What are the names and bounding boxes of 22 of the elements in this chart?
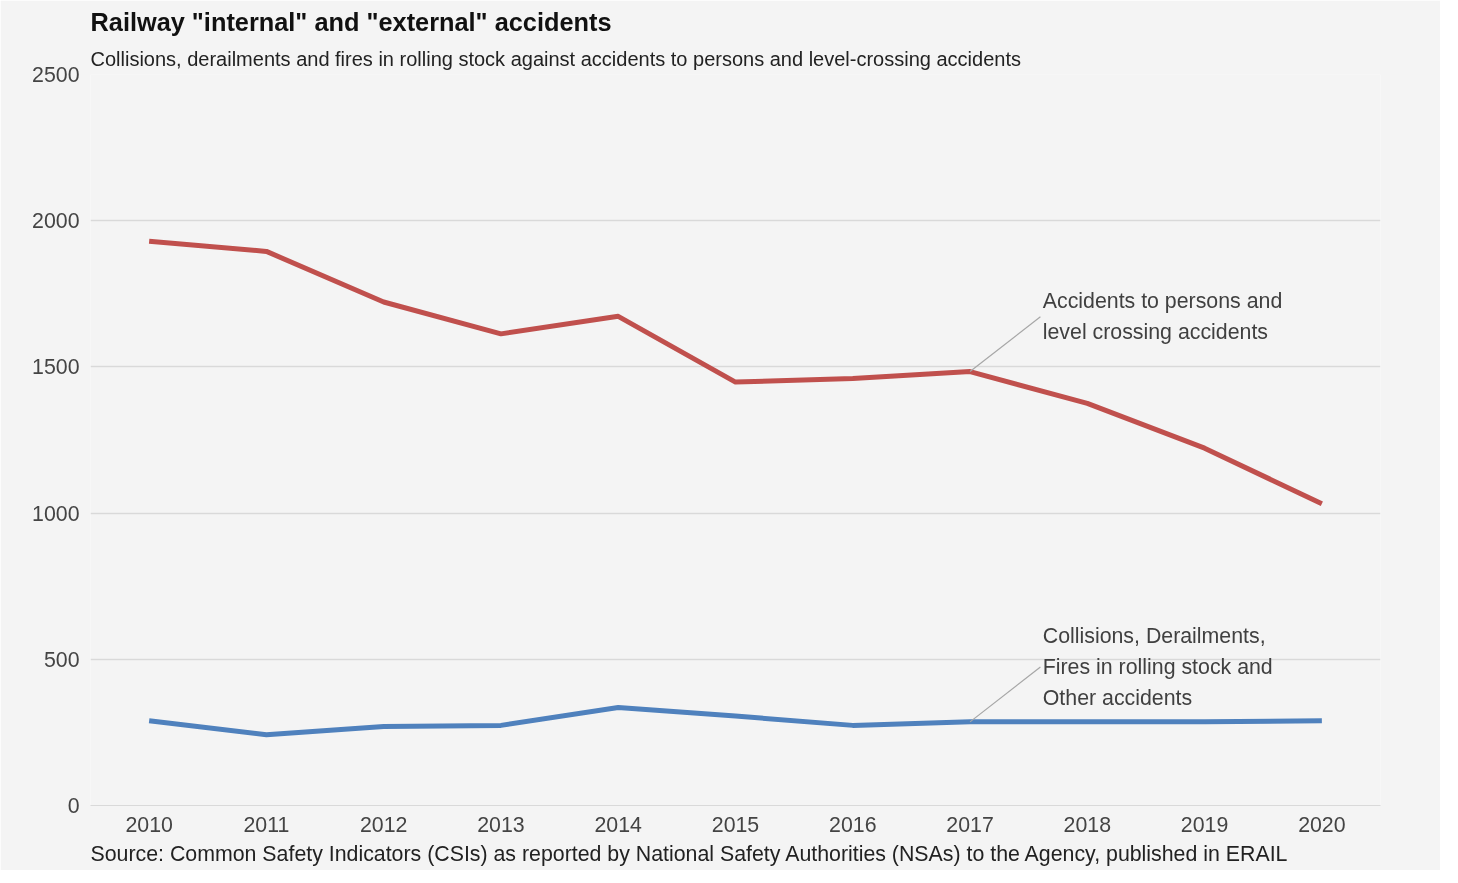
chart-title: Railway "internal" and "external" accidents — [90, 7, 612, 36]
annotation: Accidents to persons and level crossing accidents — [1042, 289, 1283, 345]
y-tick-label: 1000 — [32, 501, 80, 526]
y-tick-label: 2500 — [32, 63, 80, 87]
chart-subtitle: Collisions, derailments and fires in rolling stock against accidents to persons and level-crossing accidents — [90, 47, 1021, 70]
y-tick-label: 0 — [67, 794, 80, 818]
x-tick-label: 2012 — [359, 812, 408, 837]
x-tick-label: 2017 — [946, 812, 994, 837]
annotation: Collisions, Derailments, Fires in rolling stock and Other accidents — [1042, 623, 1273, 711]
x-tick-label: 2018 — [1063, 812, 1112, 837]
y-tick-label: 2000 — [32, 209, 80, 234]
x-tick-label: 2015 — [711, 812, 760, 837]
x-tick-label: 2020 — [1298, 812, 1346, 837]
x-tick-label: 2011 — [243, 812, 290, 837]
y-tick-label: 1500 — [32, 355, 80, 380]
x-tick-label: 2019 — [1180, 812, 1229, 837]
x-tick-label: 2013 — [477, 812, 525, 837]
x-tick-label: 2016 — [829, 812, 877, 837]
x-tick-label: 2010 — [125, 812, 173, 837]
x-tick-label: 2014 — [594, 812, 643, 837]
source-note: Source: Common Safety Indicators (CSIs) as reported by National Safety Authorities (NSAs) to the Agency, published in ERAIL — [90, 841, 1288, 866]
y-tick-label: 500 — [43, 647, 80, 672]
